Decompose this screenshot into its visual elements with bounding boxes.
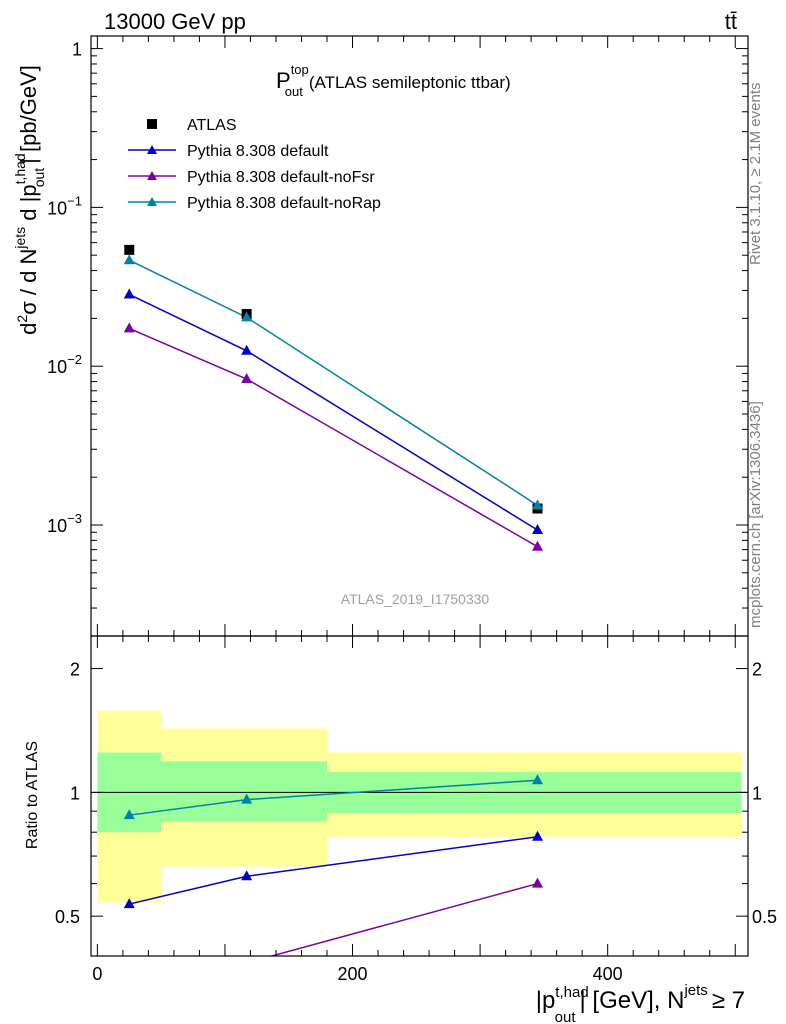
ratio-frame [90,635,749,957]
ratio-point-s0-0 [123,898,135,909]
ratio-point-s0-2 [532,830,544,841]
ratio-xtick-label-0: 0 [92,964,102,984]
analysis-label: ATLAS_2019_I1750330 [341,591,490,607]
main-point-s2-1 [241,373,253,384]
ylabel-sub-out: out [31,168,47,188]
legend-atlas-label: ATLAS [187,117,237,134]
legend-nofsr-marker [147,171,157,180]
process-label: tt̄ [725,9,737,34]
ylabel-sup-thad: t,had [12,153,28,184]
main-line-series-1 [128,293,538,531]
main-point-s3-0 [123,254,135,265]
main-point-s3-1 [241,311,253,322]
ratio-panel: 0 200 400 2 2 1 1 0.5 0.5 [55,635,777,995]
main-point-s1-2 [532,524,544,535]
main-ytick-base: 10 [47,516,67,536]
main-ytick-base: 1 [72,40,82,60]
uncertainty-band-green-1 [161,761,328,822]
xlabel-sup-thad: t,had [555,984,588,1001]
main-title: Ptop out (ATLAS semileptonic ttbar) [276,62,511,99]
legend: ATLAS Pythia 8.308 default Pythia 8.308 … [128,117,381,212]
ratio-line-nofsr-extension [129,963,246,995]
ratio-ytick-label-right-2: 0.5 [752,907,777,927]
main-point-atlas-0 [124,244,135,255]
x-axis-label: |pt,had out| [GeV], Njets ≥ 7 [536,982,745,1024]
ratio-xtick-label-2: 400 [593,964,623,984]
ylabel-sigma: σ / d N [16,249,41,315]
ratio-ylabel: Ratio to ATLAS [24,741,41,849]
main-point-s1-0 [123,288,135,299]
main-line-series-2 [128,327,538,548]
legend-nofsr-label: Pythia 8.308 default-noFsr [187,169,375,186]
ratio-series-group [123,774,544,995]
ratio-point-s2-1 [241,793,253,804]
ratio-point-s0-1 [241,870,253,881]
main-line-series-3 [128,259,538,506]
main-ytick-label-1: 10−1 [47,193,82,218]
ratio-point-s2-0 [123,809,135,820]
energy-label: 13000 GeV pp [104,9,246,34]
ratio-ytick-label-left-2: 0.5 [55,907,80,927]
xlabel-ge7: ≥ 7 [712,987,745,1014]
main-ytick-label-0: 1 [72,40,82,60]
main-point-s2-0 [123,322,135,333]
ratio-ytick-label-left-0: 2 [70,660,80,680]
xlabel-p: |p [536,987,556,1014]
xlabel-sub-out: out [555,1009,577,1024]
main-ylabel: d2σ / d Njets d |pt,had out | [pb/GeV] [12,65,47,335]
xlabel-gev: | [GeV], N [580,987,685,1014]
main-point-s1-1 [241,344,253,355]
title-sup: top [291,62,309,77]
main-ytick-label-2: 10−2 [47,352,82,377]
ratio-ytick-label-right-0: 2 [752,660,762,680]
main-ytick-exp: −3 [67,511,82,526]
legend-atlas-marker [147,119,157,129]
main-point-s2-2 [532,540,544,551]
main-ytick-base: 10 [47,357,67,377]
title-rest: (ATLAS semileptonic ttbar) [309,73,511,92]
ylabel-sup2: 2 [14,315,30,323]
mcplots-label: mcplots.cern.ch [arXiv:1306.3436] [747,401,764,628]
ratio-ytick-label-left-1: 1 [70,783,80,803]
rivet-label: Rivet 3.1.10, ≥ 2.1M events [747,83,764,266]
legend-norap-label: Pythia 8.308 default-noRap [187,195,381,212]
ylabel-rest: | [pb/GeV] [16,65,41,164]
ylabel-dp: d |p [16,184,41,226]
ratio-ytick-label-right-1: 1 [752,783,762,803]
main-ytick-exp: −2 [67,352,82,367]
legend-norap-marker [147,197,157,206]
main-ytick-label-3: 10−3 [47,511,82,536]
xlabel-sup-jets: jets [683,982,707,999]
main-panel: 110−110−210−3 [47,35,749,637]
ylabel-d: d [16,323,41,335]
main-point-s3-2 [532,499,544,510]
main-ytick-base: 10 [47,198,67,218]
ratio-point-s1-1 [532,877,544,888]
ylabel-sup-jets: jets [12,227,28,250]
legend-default-label: Pythia 8.308 default [187,143,329,160]
ratio-xtick-label-1: 200 [338,964,368,984]
title-p: P [276,68,291,93]
ratio-line-series-1 [268,882,538,956]
legend-default-marker [147,145,157,154]
ratio-point-s2-2 [532,774,544,785]
main-ytick-exp: −1 [67,193,82,208]
title-sub: out [285,84,303,99]
